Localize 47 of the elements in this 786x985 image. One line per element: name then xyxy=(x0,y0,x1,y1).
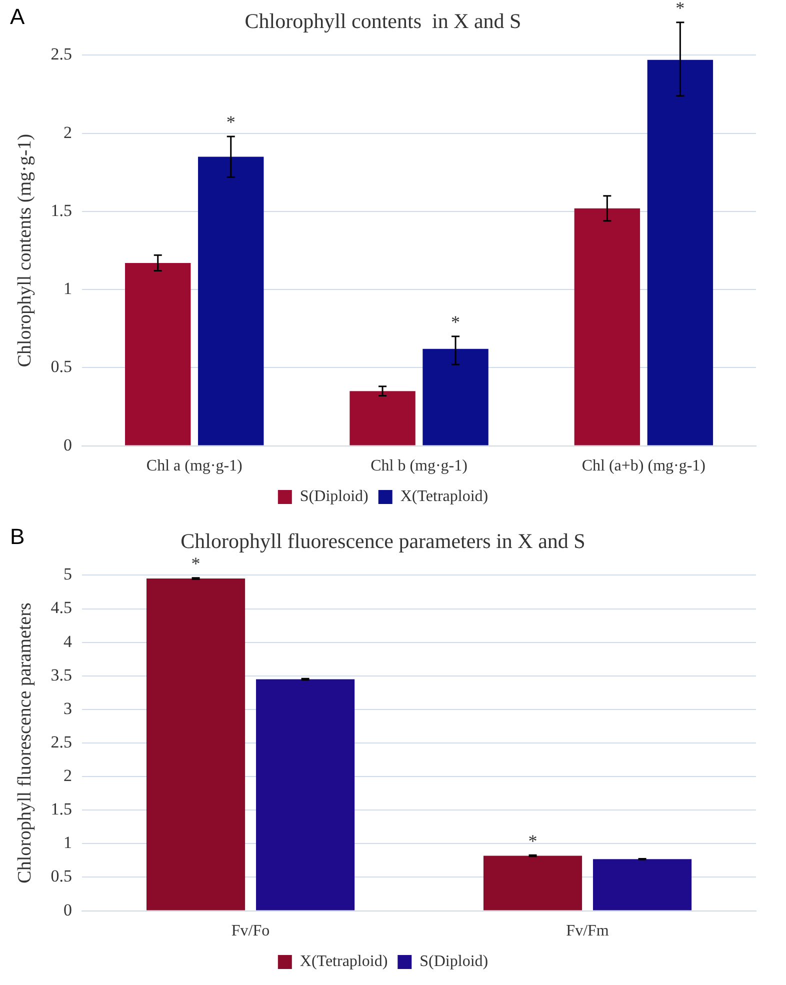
data-label: * xyxy=(451,312,460,332)
y-tick-label: 0 xyxy=(64,435,72,454)
y-tick-label: 5 xyxy=(64,564,72,584)
y-tick-label: 4.5 xyxy=(50,598,72,618)
chart-title: Chlorophyll contents in X and S xyxy=(244,9,522,34)
legend-label: X(Tetraploid) xyxy=(400,488,488,506)
text: A xyxy=(10,4,25,30)
y-tick-label: 4 xyxy=(64,632,73,651)
x-tick-label: Chl (a+b) (mg·g-1) xyxy=(582,458,706,475)
y-axis-title: Chlorophyll contents (mg·g-1) xyxy=(14,134,36,368)
y-tick-label: 1 xyxy=(64,833,72,852)
y-tick-label: 3.5 xyxy=(50,665,72,684)
bar xyxy=(125,263,191,446)
y-tick-label: 0.5 xyxy=(50,866,72,886)
y-axis-title: Chlorophyll fluorescence parameters xyxy=(14,602,36,884)
legend-label: X(Tetraploid) xyxy=(300,953,388,970)
data-label: * xyxy=(226,112,236,132)
legend-label: S(Diploid) xyxy=(300,488,368,506)
legend-label: S(Diploid) xyxy=(420,953,488,970)
bar xyxy=(256,679,355,910)
bar xyxy=(146,578,246,910)
bar xyxy=(422,348,488,446)
text: B xyxy=(10,524,25,550)
y-tick-label: 2.5 xyxy=(50,732,72,752)
y-tick-label: 2 xyxy=(64,122,72,142)
y-tick-label: 1.5 xyxy=(50,800,72,819)
x-tick-label: Fv/Fo xyxy=(231,922,270,940)
y-tick-label: 2.5 xyxy=(50,44,72,64)
bar xyxy=(198,156,264,446)
y-tick-label: 0 xyxy=(64,900,72,920)
bar xyxy=(592,859,692,910)
y-tick-label: 1.5 xyxy=(50,200,72,220)
y-tick-label: 1 xyxy=(64,279,72,298)
y-tick-label: 3 xyxy=(64,698,72,718)
bar xyxy=(574,208,640,446)
x-tick-label: Chl b (mg·g-1) xyxy=(370,458,468,475)
x-tick-label: Fv/Fm xyxy=(566,922,610,940)
chart-title: Chlorophyll fluorescence parameters in X and S xyxy=(180,529,586,554)
data-label: * xyxy=(191,554,200,574)
data-label: * xyxy=(528,830,538,851)
bar xyxy=(647,60,714,446)
y-tick-label: 0.5 xyxy=(50,357,72,376)
x-tick-label: Chl a (mg·g-1) xyxy=(146,458,242,475)
bar xyxy=(483,856,582,910)
y-tick-label: 2 xyxy=(64,766,72,786)
bar xyxy=(350,391,416,446)
data-label: * xyxy=(676,0,685,18)
